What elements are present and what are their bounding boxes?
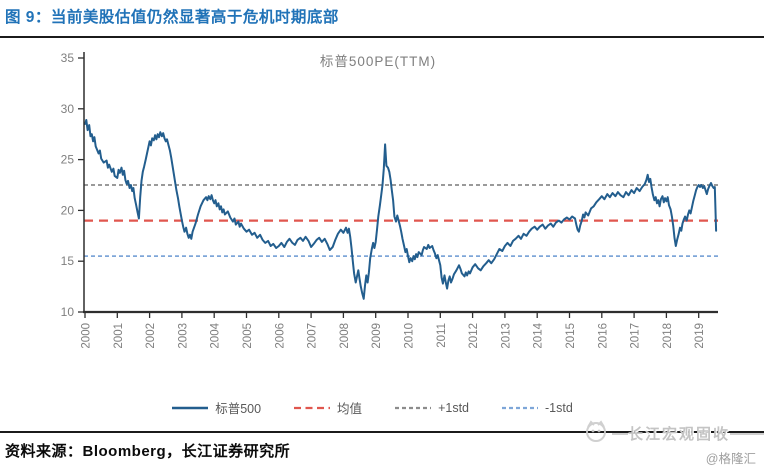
- legend-label: 标普500: [215, 402, 262, 416]
- x-axis-ticks: 2000 2001 2002 2003 2004 2005 2006 2007 2008 2009…: [81, 312, 706, 349]
- svg-text:20: 20: [61, 203, 75, 217]
- svg-text:2018: 2018: [662, 323, 674, 349]
- pe-line-chart: 标普500PE(TTM) 10 15 20 25 30 35 2000 2001 2002 2003…: [61, 51, 718, 349]
- svg-text:2003: 2003: [177, 323, 189, 349]
- watermark-dash-right: [730, 432, 764, 435]
- watermark-dash-left: [611, 432, 628, 435]
- svg-text:2000: 2000: [81, 323, 93, 349]
- legend-swatch-icon: [395, 406, 432, 409]
- legend-swatch-icon: [172, 406, 209, 409]
- svg-text:2009: 2009: [371, 323, 383, 349]
- bottom-divider: [0, 431, 764, 433]
- legend-swatch-icon: [294, 406, 331, 409]
- svg-text:2014: 2014: [533, 322, 545, 348]
- axes: [83, 52, 718, 314]
- svg-text:2004: 2004: [210, 322, 222, 348]
- svg-text:2001: 2001: [113, 323, 125, 349]
- series-line-标普500: [84, 119, 718, 300]
- svg-text:2010: 2010: [404, 323, 416, 349]
- svg-text:2005: 2005: [242, 323, 254, 349]
- chart-legend: 标普500 均值 +1std -1std: [0, 398, 744, 417]
- reference-lines: [84, 184, 718, 257]
- watermark-logo-icon: [583, 419, 609, 448]
- chart-title: 标普500PE(TTM): [320, 54, 436, 69]
- svg-text:35: 35: [61, 51, 75, 65]
- watermark: 长江宏观固收: [583, 419, 764, 448]
- svg-text:2015: 2015: [565, 323, 577, 349]
- svg-text:2012: 2012: [468, 323, 480, 349]
- svg-text:2016: 2016: [597, 323, 609, 349]
- legend-label: +1std: [438, 400, 469, 415]
- svg-text:2006: 2006: [274, 323, 286, 349]
- legend-item-+1std: +1std: [394, 401, 469, 415]
- svg-text:2011: 2011: [436, 323, 448, 348]
- svg-text:15: 15: [61, 254, 75, 268]
- legend-label: -1std: [545, 400, 573, 415]
- svg-text:2007: 2007: [307, 323, 319, 349]
- source-note: 资料来源：Bloomberg，长江证券研究所: [5, 443, 291, 460]
- legend-swatch-icon: [502, 406, 538, 409]
- top-divider: [0, 36, 764, 38]
- svg-text:2008: 2008: [339, 323, 351, 349]
- legend-item-均值: 均值: [293, 398, 362, 417]
- svg-text:2002: 2002: [145, 323, 157, 349]
- svg-text:10: 10: [61, 305, 75, 319]
- watermark-handle: @格隆汇: [705, 452, 756, 466]
- legend-label: 均值: [337, 402, 363, 416]
- legend-item-标普500: 标普500: [171, 398, 261, 417]
- figure-title: 图 9：当前美股估值仍然显著高于危机时期底部: [5, 9, 339, 26]
- svg-text:2019: 2019: [694, 323, 706, 349]
- svg-text:30: 30: [61, 102, 75, 116]
- svg-text:2017: 2017: [630, 323, 642, 349]
- svg-text:25: 25: [61, 153, 75, 167]
- legend-item--1std: -1std: [501, 401, 573, 415]
- y-axis-ticks: 10 15 20 25 30 35: [61, 51, 84, 319]
- watermark-text: 长江宏观固收: [627, 426, 730, 443]
- svg-text:2013: 2013: [500, 323, 512, 349]
